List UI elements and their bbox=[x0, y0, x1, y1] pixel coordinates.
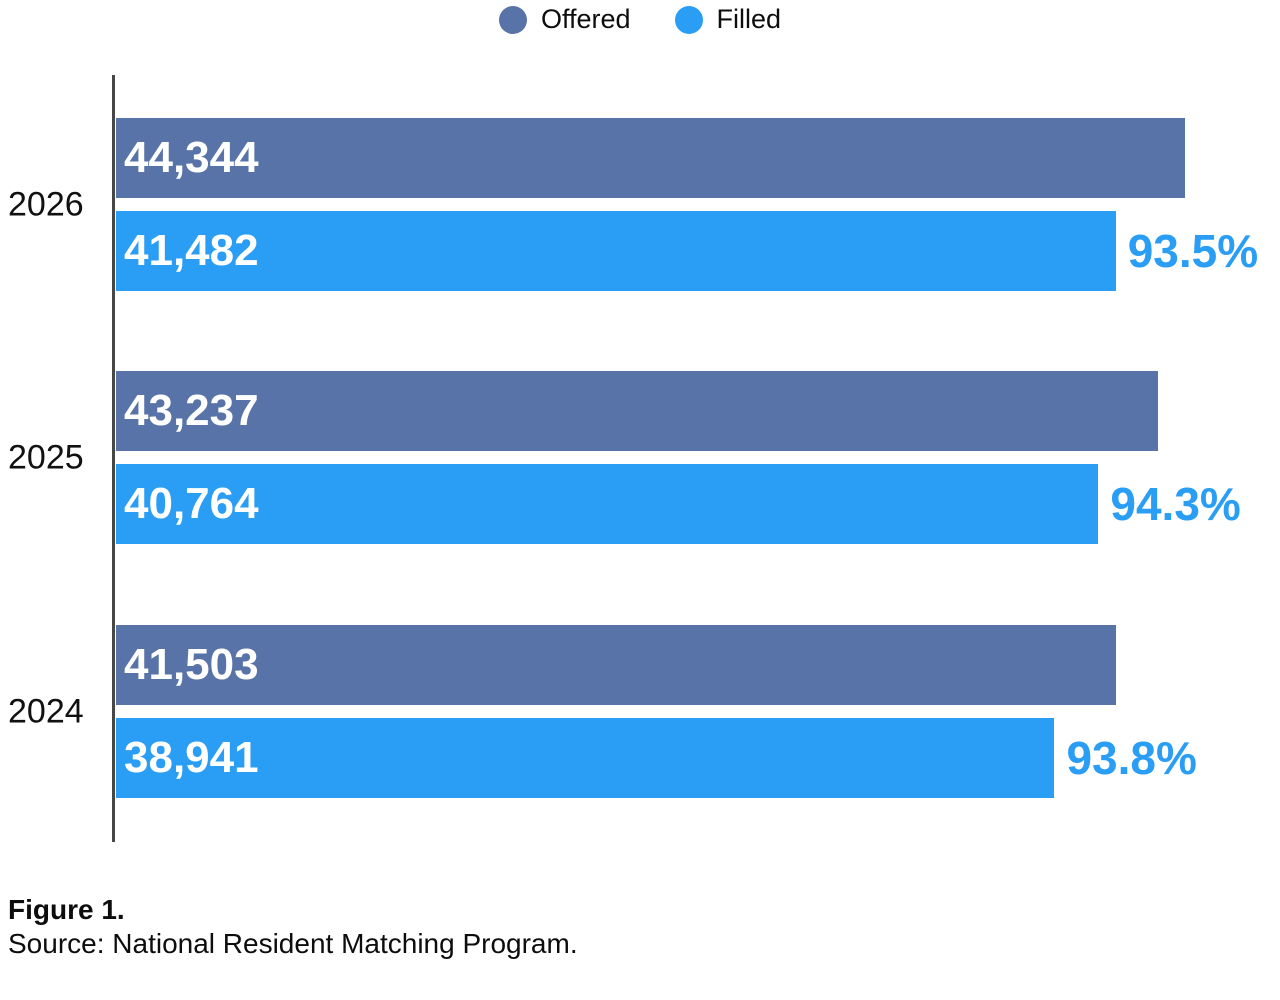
offered-value-label: 44,344 bbox=[124, 133, 259, 182]
filled-row: 41,482 93.5% bbox=[116, 211, 1280, 291]
filled-value-label: 40,764 bbox=[124, 479, 259, 528]
offered-row: 41,503 bbox=[116, 625, 1280, 705]
legend-label-filled: Filled bbox=[716, 4, 782, 34]
filled-bar-2026: 41,482 bbox=[116, 211, 1116, 291]
year-label-2026: 2026 bbox=[8, 185, 84, 223]
offered-bar-2026: 44,344 bbox=[116, 118, 1185, 198]
offered-row: 43,237 bbox=[116, 371, 1280, 451]
offered-value-label: 43,237 bbox=[124, 386, 259, 435]
bar-group-2026: 2026 44,344 41,482 93.5% bbox=[8, 118, 1280, 291]
y-axis-line bbox=[112, 75, 115, 842]
filled-row: 40,764 94.3% bbox=[116, 464, 1280, 544]
filled-value-label: 38,941 bbox=[124, 733, 259, 782]
offered-bar-2025: 43,237 bbox=[116, 371, 1158, 451]
offered-row: 44,344 bbox=[116, 118, 1280, 198]
fill-rate-label-2025: 94.3% bbox=[1110, 478, 1241, 530]
fill-rate-label-2024: 93.8% bbox=[1066, 732, 1197, 784]
source-attribution: Source: National Resident Matching Progr… bbox=[8, 928, 578, 959]
year-label-2025: 2025 bbox=[8, 438, 84, 476]
filled-dot-icon bbox=[674, 5, 703, 34]
filled-row: 38,941 93.8% bbox=[116, 718, 1280, 798]
figure-number-label: Figure 1. bbox=[8, 894, 125, 925]
offered-value-label: 41,503 bbox=[124, 640, 259, 689]
filled-bar-2024: 38,941 bbox=[116, 718, 1055, 798]
bar-group-2024: 2024 41,503 38,941 93.8% bbox=[8, 625, 1280, 798]
offered-dot-icon bbox=[498, 5, 527, 34]
filled-value-label: 41,482 bbox=[124, 226, 259, 275]
offered-bar-2024: 41,503 bbox=[116, 625, 1117, 705]
figure-footer: Figure 1. Source: National Resident Matc… bbox=[8, 893, 578, 961]
legend-label-offered: Offered bbox=[540, 4, 631, 34]
bar-group-2025: 2025 43,237 40,764 94.3% bbox=[8, 371, 1280, 544]
filled-bar-2025: 40,764 bbox=[116, 464, 1099, 544]
chart-legend: Offered Filled bbox=[0, 4, 1280, 35]
legend-item-filled: Filled bbox=[674, 4, 782, 35]
year-label-2024: 2024 bbox=[8, 692, 84, 730]
legend-item-offered: Offered bbox=[498, 4, 631, 35]
fill-rate-label-2026: 93.5% bbox=[1127, 225, 1259, 277]
